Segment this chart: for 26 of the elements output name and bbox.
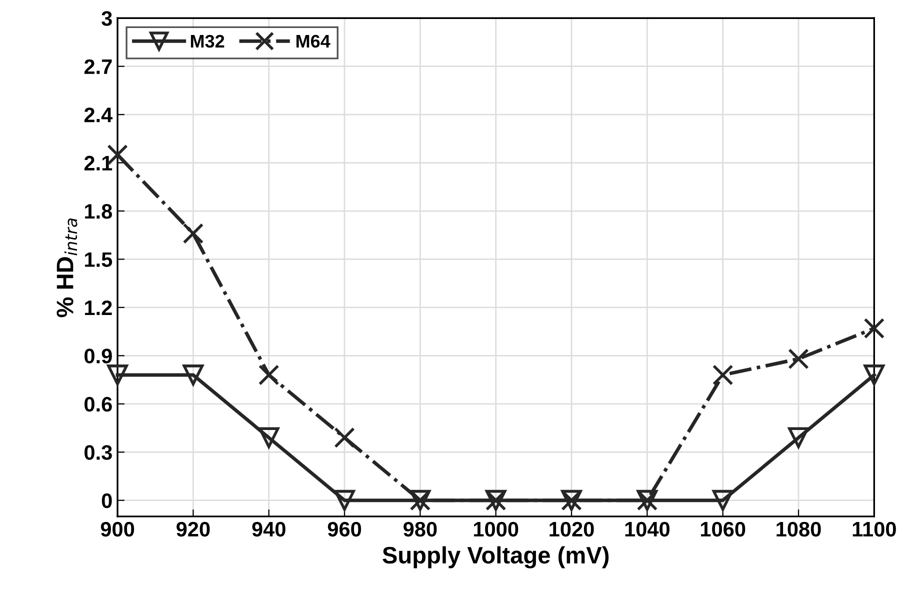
x-tick-label: 1080 xyxy=(776,522,821,537)
x-tick-label: 900 xyxy=(100,522,134,537)
x-tick-label: 940 xyxy=(252,522,286,537)
x-tick-label: 980 xyxy=(404,522,437,537)
x-axis-title: Supply Voltage (mV) xyxy=(382,546,609,568)
y-tick-label: 0.9 xyxy=(84,348,112,364)
y-tick-label: 2.4 xyxy=(84,108,113,122)
y-axis-title: % HD$_{intra}$ xyxy=(56,218,78,318)
y-tick-label: 3 xyxy=(102,11,112,26)
y-tick-label: 0.6 xyxy=(84,396,112,412)
y-tick-label: 1.5 xyxy=(85,252,112,267)
x-tick-label: 960 xyxy=(328,522,362,537)
x-tick-label: 920 xyxy=(176,522,210,537)
legend-label: M64 xyxy=(296,34,330,48)
x-tick-label: 1100 xyxy=(852,522,896,537)
y-tick-label: 0.3 xyxy=(84,445,112,460)
y-tick-label: 0 xyxy=(102,493,112,508)
y-tick-label: 1.8 xyxy=(85,204,112,219)
y-tick-label: 1.2 xyxy=(85,300,112,316)
legend-label: M32 xyxy=(190,34,224,48)
x-tick-label: 1020 xyxy=(550,522,594,537)
x-tick-label: 1000 xyxy=(474,522,518,537)
x-tick-label: 1040 xyxy=(625,522,670,537)
y-tick-label: 2.1 xyxy=(84,156,112,170)
y-tick-label: 2.7 xyxy=(84,59,112,74)
x-tick-label: 1060 xyxy=(700,522,746,537)
